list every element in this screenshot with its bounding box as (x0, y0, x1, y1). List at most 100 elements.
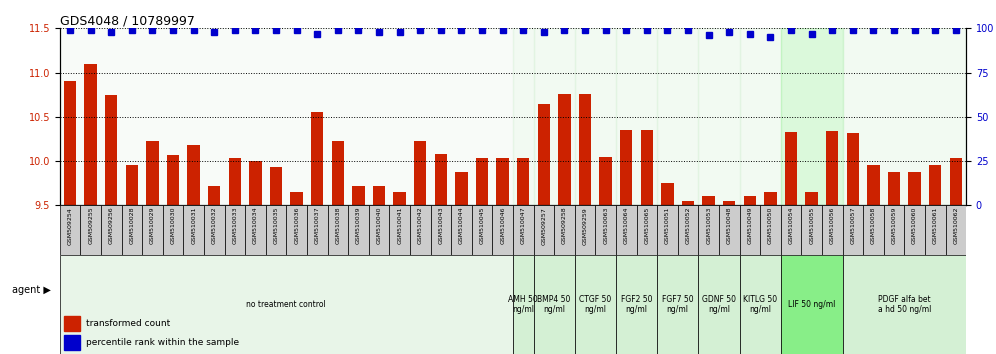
Text: GSM510059: GSM510059 (891, 207, 896, 244)
Bar (781, 28, 843, 205)
Bar (349, 205, 369, 255)
Bar (682, 201, 694, 205)
Bar (554, 205, 575, 255)
Bar (760, 205, 781, 255)
Text: GSM510060: GSM510060 (912, 207, 917, 244)
Bar (739, 28, 781, 205)
Bar (60, 28, 513, 205)
Bar (434, 154, 447, 205)
Bar (719, 205, 739, 255)
Bar (64, 316, 80, 331)
Bar (698, 28, 740, 205)
Text: KITLG 50
ng/ml: KITLG 50 ng/ml (743, 295, 777, 314)
Text: GSM510034: GSM510034 (253, 207, 258, 244)
Text: GSM509254: GSM509254 (68, 207, 73, 245)
Text: GSM510046: GSM510046 (500, 207, 505, 244)
Bar (167, 155, 179, 205)
Bar (677, 205, 698, 255)
Text: GSM509255: GSM509255 (89, 207, 94, 244)
Text: percentile rank within the sample: percentile rank within the sample (86, 338, 239, 347)
Bar (534, 205, 554, 255)
Text: GSM510045: GSM510045 (479, 207, 484, 244)
Text: GSM510058: GSM510058 (871, 207, 875, 244)
Bar (657, 205, 677, 255)
Text: transformed count: transformed count (86, 319, 170, 328)
Text: GSM510029: GSM510029 (150, 207, 155, 244)
Text: GSM510038: GSM510038 (336, 207, 341, 244)
Bar (596, 205, 616, 255)
Bar (661, 183, 673, 205)
Bar (575, 205, 596, 255)
Bar (496, 159, 509, 205)
Bar (600, 156, 612, 205)
Bar (908, 172, 921, 205)
Bar (806, 192, 818, 205)
Text: GSM510033: GSM510033 (232, 207, 237, 244)
Text: LIF 50 ng/ml: LIF 50 ng/ml (788, 300, 836, 309)
Bar (575, 255, 616, 354)
Text: GSM510050: GSM510050 (768, 207, 773, 244)
Bar (291, 192, 303, 205)
Bar (781, 255, 843, 354)
Bar (142, 205, 162, 255)
Bar (101, 205, 122, 255)
Bar (558, 94, 571, 205)
Bar (353, 186, 365, 205)
Text: BMP4 50
ng/ml: BMP4 50 ng/ml (538, 295, 571, 314)
Bar (455, 172, 468, 205)
Text: GSM509256: GSM509256 (109, 207, 114, 244)
Text: GSM510032: GSM510032 (212, 207, 217, 244)
Text: GSM510030: GSM510030 (170, 207, 175, 244)
Text: GSM510031: GSM510031 (191, 207, 196, 244)
Bar (187, 145, 200, 205)
Bar (492, 205, 513, 255)
Bar (125, 166, 138, 205)
Bar (925, 205, 945, 255)
Text: no treatment control: no treatment control (246, 300, 327, 309)
Bar (266, 205, 287, 255)
Text: GSM509257: GSM509257 (542, 207, 547, 245)
Bar (534, 28, 575, 205)
Bar (864, 205, 883, 255)
Bar (245, 205, 266, 255)
Text: GSM509258: GSM509258 (562, 207, 567, 244)
Bar (621, 130, 632, 205)
Text: GSM510056: GSM510056 (830, 207, 835, 244)
Text: GSM510048: GSM510048 (727, 207, 732, 244)
Bar (698, 205, 719, 255)
Bar (904, 205, 925, 255)
Text: GSM510040: GSM510040 (376, 207, 381, 244)
Text: GSM510039: GSM510039 (356, 207, 361, 244)
Bar (534, 255, 575, 354)
Text: GSM510036: GSM510036 (294, 207, 299, 244)
Bar (414, 141, 426, 205)
Bar (949, 159, 962, 205)
Text: GSM510051: GSM510051 (665, 207, 670, 244)
Bar (224, 205, 245, 255)
Text: GSM510063: GSM510063 (604, 207, 609, 244)
Text: GSM510028: GSM510028 (129, 207, 134, 244)
Bar (249, 161, 262, 205)
Text: PDGF alfa bet
a hd 50 ng/ml: PDGF alfa bet a hd 50 ng/ml (877, 295, 931, 314)
Bar (723, 201, 735, 205)
Text: GSM510044: GSM510044 (459, 207, 464, 244)
Bar (744, 196, 756, 205)
Bar (146, 141, 158, 205)
Bar (476, 159, 488, 205)
Bar (702, 196, 715, 205)
Bar (311, 112, 324, 205)
Bar (579, 94, 592, 205)
Bar (208, 186, 220, 205)
Bar (472, 205, 492, 255)
Text: GDNF 50
ng/ml: GDNF 50 ng/ml (702, 295, 736, 314)
Bar (64, 81, 77, 205)
Bar (657, 255, 698, 354)
Bar (802, 205, 822, 255)
Bar (81, 205, 101, 255)
Bar (657, 28, 698, 205)
Bar (451, 205, 472, 255)
Bar (785, 132, 797, 205)
Bar (739, 205, 760, 255)
Bar (122, 205, 142, 255)
Bar (332, 141, 344, 205)
